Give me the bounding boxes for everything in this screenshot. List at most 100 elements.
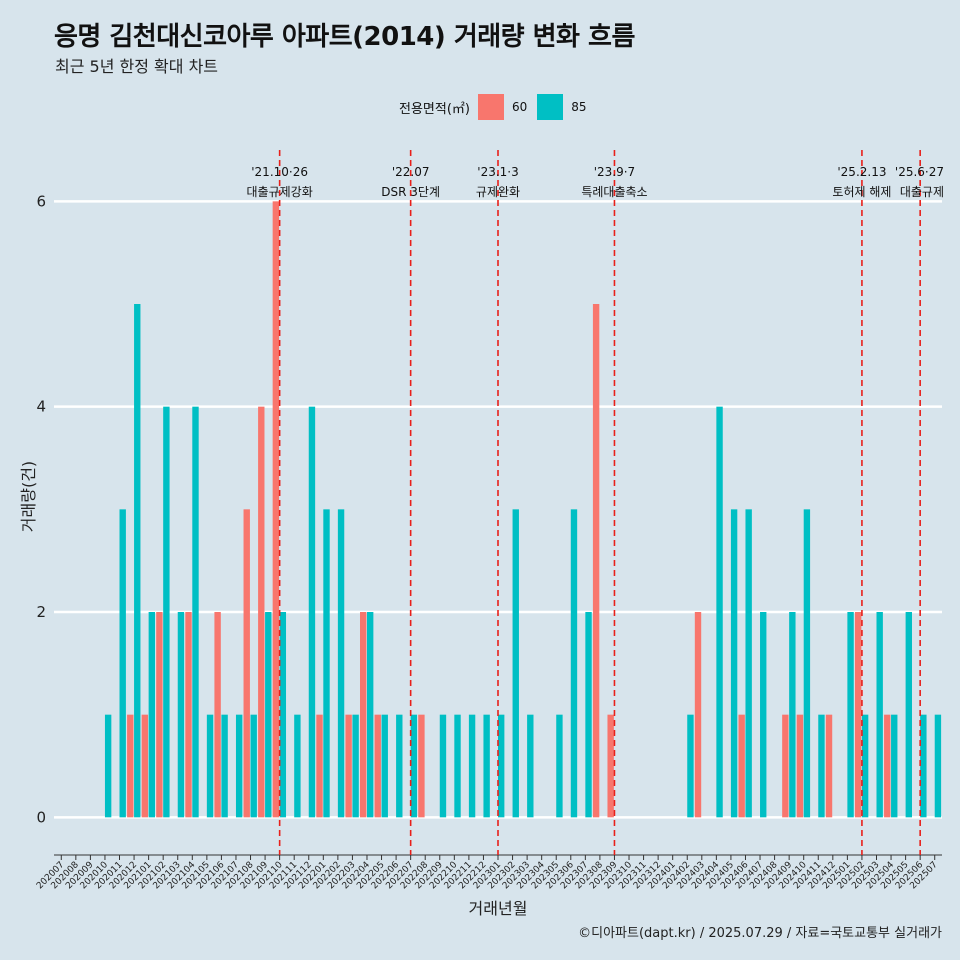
- bar-85-202206: [396, 714, 403, 818]
- bar-85-202203: [352, 714, 359, 818]
- bar-85-202404: [716, 406, 723, 818]
- bar-85-202502: [861, 714, 869, 818]
- bar-85-202506: [920, 714, 927, 818]
- bar-85-202302: [512, 509, 519, 818]
- bar-60-202104: [185, 612, 192, 818]
- event-label-202309: 특례대출축소: [581, 185, 647, 199]
- bar-85-202411: [818, 714, 825, 818]
- chart-title: 응명 김천대신코아루 아파트(2014) 거래량 변화 흐름: [54, 22, 635, 52]
- bar-60-202106: [214, 612, 221, 818]
- legend-label-85: 85: [571, 100, 587, 114]
- bar-60-202102: [156, 612, 163, 818]
- bar-60-202012: [127, 714, 134, 818]
- event-date-202309: '23.9·7: [594, 165, 635, 179]
- bar-60-202108: [243, 509, 250, 818]
- legend-swatch-85: [537, 94, 564, 120]
- bar-85-202501: [847, 612, 854, 818]
- event-date-202506: '25.6·27: [895, 165, 944, 179]
- bar-85-202212: [483, 714, 490, 818]
- chart-subtitle: 최근 5년 한정 확대 차트: [55, 57, 219, 76]
- bar-85-202105: [206, 714, 214, 818]
- bar-60-202208: [418, 714, 425, 818]
- y-axis-title: 거래량(건): [19, 461, 38, 532]
- event-label-202301: 규제완화: [476, 185, 520, 199]
- y-tick-label-4: 4: [36, 398, 46, 416]
- bar-85-202109: [265, 612, 272, 818]
- bar-60-202201: [316, 714, 323, 818]
- bar-85-202503: [876, 612, 883, 818]
- bar-85-202011: [119, 509, 126, 818]
- bar-85-202202: [337, 509, 345, 818]
- bar-85-202305: [556, 714, 563, 818]
- event-label-202502: 토허제 해제: [832, 185, 891, 199]
- bar-85-202410: [803, 509, 811, 818]
- bar-85-202406: [745, 509, 752, 818]
- event-label-202110: 대출규제강화: [247, 185, 313, 199]
- bar-85-202306: [570, 509, 578, 818]
- bar-85-202107: [235, 714, 243, 818]
- bar-60-202412: [825, 714, 833, 818]
- event-label-202207: DSR 3단계: [381, 185, 440, 199]
- event-label-202506: 대출규제: [900, 185, 944, 199]
- bar-85-202505: [905, 612, 912, 818]
- bar-85-202211: [468, 714, 476, 818]
- bar-60-202403: [694, 612, 702, 818]
- bar-85-202303: [527, 714, 534, 818]
- bar-85-202507: [934, 714, 942, 818]
- bar-85-202407: [760, 612, 767, 818]
- legend-title: 전용면적(㎡): [399, 101, 470, 117]
- x-axis-title: 거래년월: [469, 899, 528, 918]
- bar-60-202204: [359, 612, 367, 818]
- legend-swatch-60: [477, 94, 504, 120]
- bar-60-202504: [884, 714, 891, 818]
- y-tick-label-2: 2: [36, 603, 46, 621]
- event-date-202207: '22.07: [392, 165, 430, 179]
- bar-60-202110: [272, 201, 280, 818]
- bar-60-202309: [607, 714, 614, 818]
- event-date-202502: '25.2.13: [837, 165, 886, 179]
- bar-60-202308: [592, 304, 600, 818]
- event-date-202301: '23.1·3: [477, 165, 518, 179]
- y-tick-label-0: 0: [36, 808, 46, 826]
- source-caption: ©디아파트(dapt.kr) / 2025.07.29 / 자료=국토교통부 실…: [578, 926, 942, 941]
- bar-60-202409: [782, 714, 789, 818]
- bar-85-202110: [279, 612, 287, 818]
- bar-85-202106: [221, 714, 228, 818]
- bar-85-202112: [308, 406, 316, 818]
- legend-item-85: 85: [537, 94, 590, 120]
- bar-60-202502: [854, 612, 862, 818]
- y-tick-label-6: 6: [36, 192, 46, 210]
- bar-60-202406: [738, 714, 745, 818]
- bar-85-202405: [730, 509, 738, 818]
- legend-label-60: 60: [511, 100, 528, 114]
- bar-85-202204: [366, 612, 374, 818]
- bar-85-202010: [104, 714, 112, 818]
- bar-60-202101: [141, 714, 149, 818]
- bar-85-202210: [454, 714, 461, 818]
- bar-60-202205: [374, 714, 381, 818]
- bar-85-202103: [177, 612, 185, 818]
- bar-85-202307: [585, 612, 592, 818]
- bar-85-202402: [687, 714, 694, 818]
- bar-85-202409: [789, 612, 796, 818]
- bar-85-202201: [323, 509, 330, 818]
- bar-85-202205: [381, 714, 388, 818]
- bar-85-202111: [294, 714, 301, 818]
- bar-60-202109: [258, 406, 265, 818]
- bar-85-202301: [498, 714, 505, 818]
- bar-85-202108: [250, 714, 257, 818]
- legend: 전용면적(㎡) 60 85: [399, 93, 597, 121]
- bar-60-202203: [345, 714, 352, 818]
- bar-85-202207: [410, 714, 418, 818]
- bar-85-202012: [134, 304, 141, 818]
- bar-85-202101: [148, 612, 156, 818]
- bar-85-202209: [439, 714, 447, 818]
- bar-85-202504: [891, 714, 898, 818]
- bar-85-202104: [192, 406, 199, 818]
- bar-85-202102: [163, 406, 170, 818]
- legend-item-60: 60: [477, 94, 531, 120]
- bar-60-202410: [796, 714, 804, 818]
- event-date-202110: '21.10·26: [251, 165, 308, 179]
